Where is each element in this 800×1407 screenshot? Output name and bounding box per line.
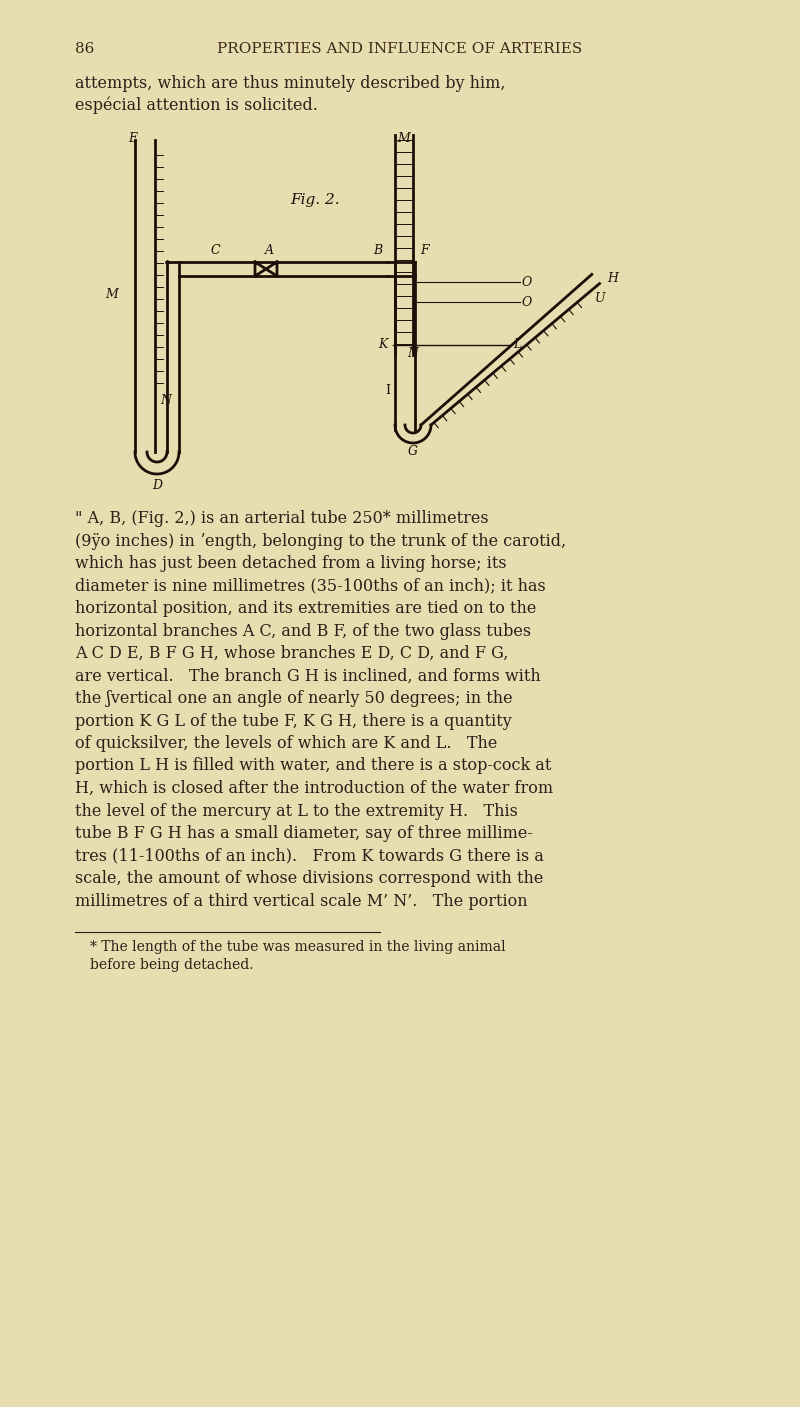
Text: N: N bbox=[407, 348, 418, 360]
Text: espécial attention is solicited.: espécial attention is solicited. bbox=[75, 97, 318, 114]
Text: D: D bbox=[152, 478, 162, 492]
Text: * The length of the tube was measured in the living animal: * The length of the tube was measured in… bbox=[90, 940, 506, 954]
Text: (9ÿo inches) in ʼength, belonging to the trunk of the carotid,: (9ÿo inches) in ʼength, belonging to the… bbox=[75, 532, 566, 550]
Text: K: K bbox=[378, 339, 388, 352]
Text: tube B F G H has a small diameter, say of three millime-: tube B F G H has a small diameter, say o… bbox=[75, 825, 533, 841]
Text: the level of the mercury at L to the extremity H.   This: the level of the mercury at L to the ext… bbox=[75, 802, 518, 819]
Text: N: N bbox=[160, 394, 171, 407]
Text: B: B bbox=[373, 243, 382, 257]
Text: horizontal branches A C, and B F, of the two glass tubes: horizontal branches A C, and B F, of the… bbox=[75, 622, 531, 640]
Text: H, which is closed after the introduction of the water from: H, which is closed after the introductio… bbox=[75, 779, 553, 796]
Text: U: U bbox=[594, 293, 605, 305]
Text: the ʃvertical one an angle of nearly 50 degrees; in the: the ʃvertical one an angle of nearly 50 … bbox=[75, 689, 513, 706]
Text: A C D E, B F G H, whose branches E D, C D, and F G,: A C D E, B F G H, whose branches E D, C … bbox=[75, 644, 508, 663]
Text: I: I bbox=[385, 384, 390, 397]
Text: A: A bbox=[265, 243, 274, 257]
Text: 86: 86 bbox=[75, 42, 94, 56]
Text: horizontal position, and its extremities are tied on to the: horizontal position, and its extremities… bbox=[75, 599, 536, 618]
Text: O: O bbox=[522, 276, 532, 288]
Text: E: E bbox=[129, 132, 138, 145]
Text: L: L bbox=[513, 339, 522, 352]
Text: before being detached.: before being detached. bbox=[90, 958, 254, 972]
Text: scale, the amount of whose divisions correspond with the: scale, the amount of whose divisions cor… bbox=[75, 870, 543, 886]
Text: F: F bbox=[420, 243, 429, 257]
Text: Fig. 2.: Fig. 2. bbox=[290, 193, 340, 207]
Text: diameter is nine millimetres (35-100ths of an inch); it has: diameter is nine millimetres (35-100ths … bbox=[75, 577, 546, 595]
Text: M: M bbox=[106, 288, 118, 301]
Text: C: C bbox=[210, 243, 220, 257]
Text: portion K G L of the tube F, K G H, there is a quantity: portion K G L of the tube F, K G H, ther… bbox=[75, 712, 512, 729]
Text: M: M bbox=[398, 132, 410, 145]
Text: millimetres of a third vertical scale M’ N’.   The portion: millimetres of a third vertical scale M’… bbox=[75, 892, 528, 909]
Text: which has just been detached from a living horse; its: which has just been detached from a livi… bbox=[75, 554, 506, 573]
Text: portion L H is filled with water, and there is a stop-cock at: portion L H is filled with water, and th… bbox=[75, 757, 551, 774]
Text: O: O bbox=[522, 295, 532, 308]
Text: " A, B, (Fig. 2,) is an arterial tube 250* millimetres: " A, B, (Fig. 2,) is an arterial tube 25… bbox=[75, 509, 489, 528]
Text: PROPERTIES AND INFLUENCE OF ARTERIES: PROPERTIES AND INFLUENCE OF ARTERIES bbox=[218, 42, 582, 56]
Text: H: H bbox=[607, 272, 618, 286]
Text: of quicksilver, the levels of which are K and L.   The: of quicksilver, the levels of which are … bbox=[75, 734, 498, 751]
Text: attempts, which are thus minutely described by him,: attempts, which are thus minutely descri… bbox=[75, 75, 506, 91]
Text: are vertical.   The branch G H is inclined, and forms with: are vertical. The branch G H is inclined… bbox=[75, 667, 541, 684]
Text: tres (11-100ths of an inch).   From K towards G there is a: tres (11-100ths of an inch). From K towa… bbox=[75, 847, 544, 864]
Text: G: G bbox=[408, 445, 418, 459]
